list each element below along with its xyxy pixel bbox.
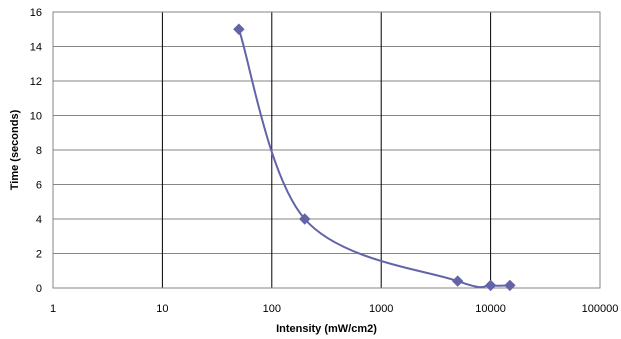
y-tick-label: 10 bbox=[30, 111, 42, 123]
series-group bbox=[233, 23, 516, 292]
y-tick-label: 14 bbox=[30, 42, 42, 54]
plot-area-border bbox=[52, 11, 601, 289]
x-tick-label: 10000 bbox=[475, 303, 506, 315]
y-tick-label: 16 bbox=[30, 7, 42, 19]
data-point-marker bbox=[484, 279, 497, 292]
data-point-marker bbox=[451, 275, 464, 287]
y-tick-label: 0 bbox=[36, 283, 42, 295]
y-tick-label: 8 bbox=[36, 145, 42, 157]
data-point-marker bbox=[504, 279, 516, 292]
x-axis-title: Intensity (mW/cm2) bbox=[276, 323, 377, 335]
y-axis-title: Time (seconds) bbox=[9, 109, 21, 190]
x-tick-label: 1 bbox=[50, 303, 56, 315]
y-tick-label: 2 bbox=[36, 249, 42, 261]
data-point-marker bbox=[233, 23, 245, 35]
data-point-marker bbox=[299, 213, 311, 225]
y-tick-label: 12 bbox=[30, 76, 42, 88]
x-axis-tick-labels: 1 10 100 1000 10000 100000 bbox=[50, 303, 618, 315]
y-tick-label: 6 bbox=[36, 180, 42, 192]
series-line bbox=[237, 28, 510, 289]
x-tick-label: 10 bbox=[156, 303, 168, 315]
y-axis-tick-labels: 0 2 4 6 8 10 12 14 16 bbox=[30, 7, 42, 295]
x-tick-label: 100000 bbox=[582, 303, 619, 315]
y-tick-label: 4 bbox=[36, 214, 42, 226]
x-tick-label: 1000 bbox=[369, 303, 393, 315]
grid bbox=[52, 11, 601, 289]
x-tick-label: 100 bbox=[263, 303, 281, 315]
